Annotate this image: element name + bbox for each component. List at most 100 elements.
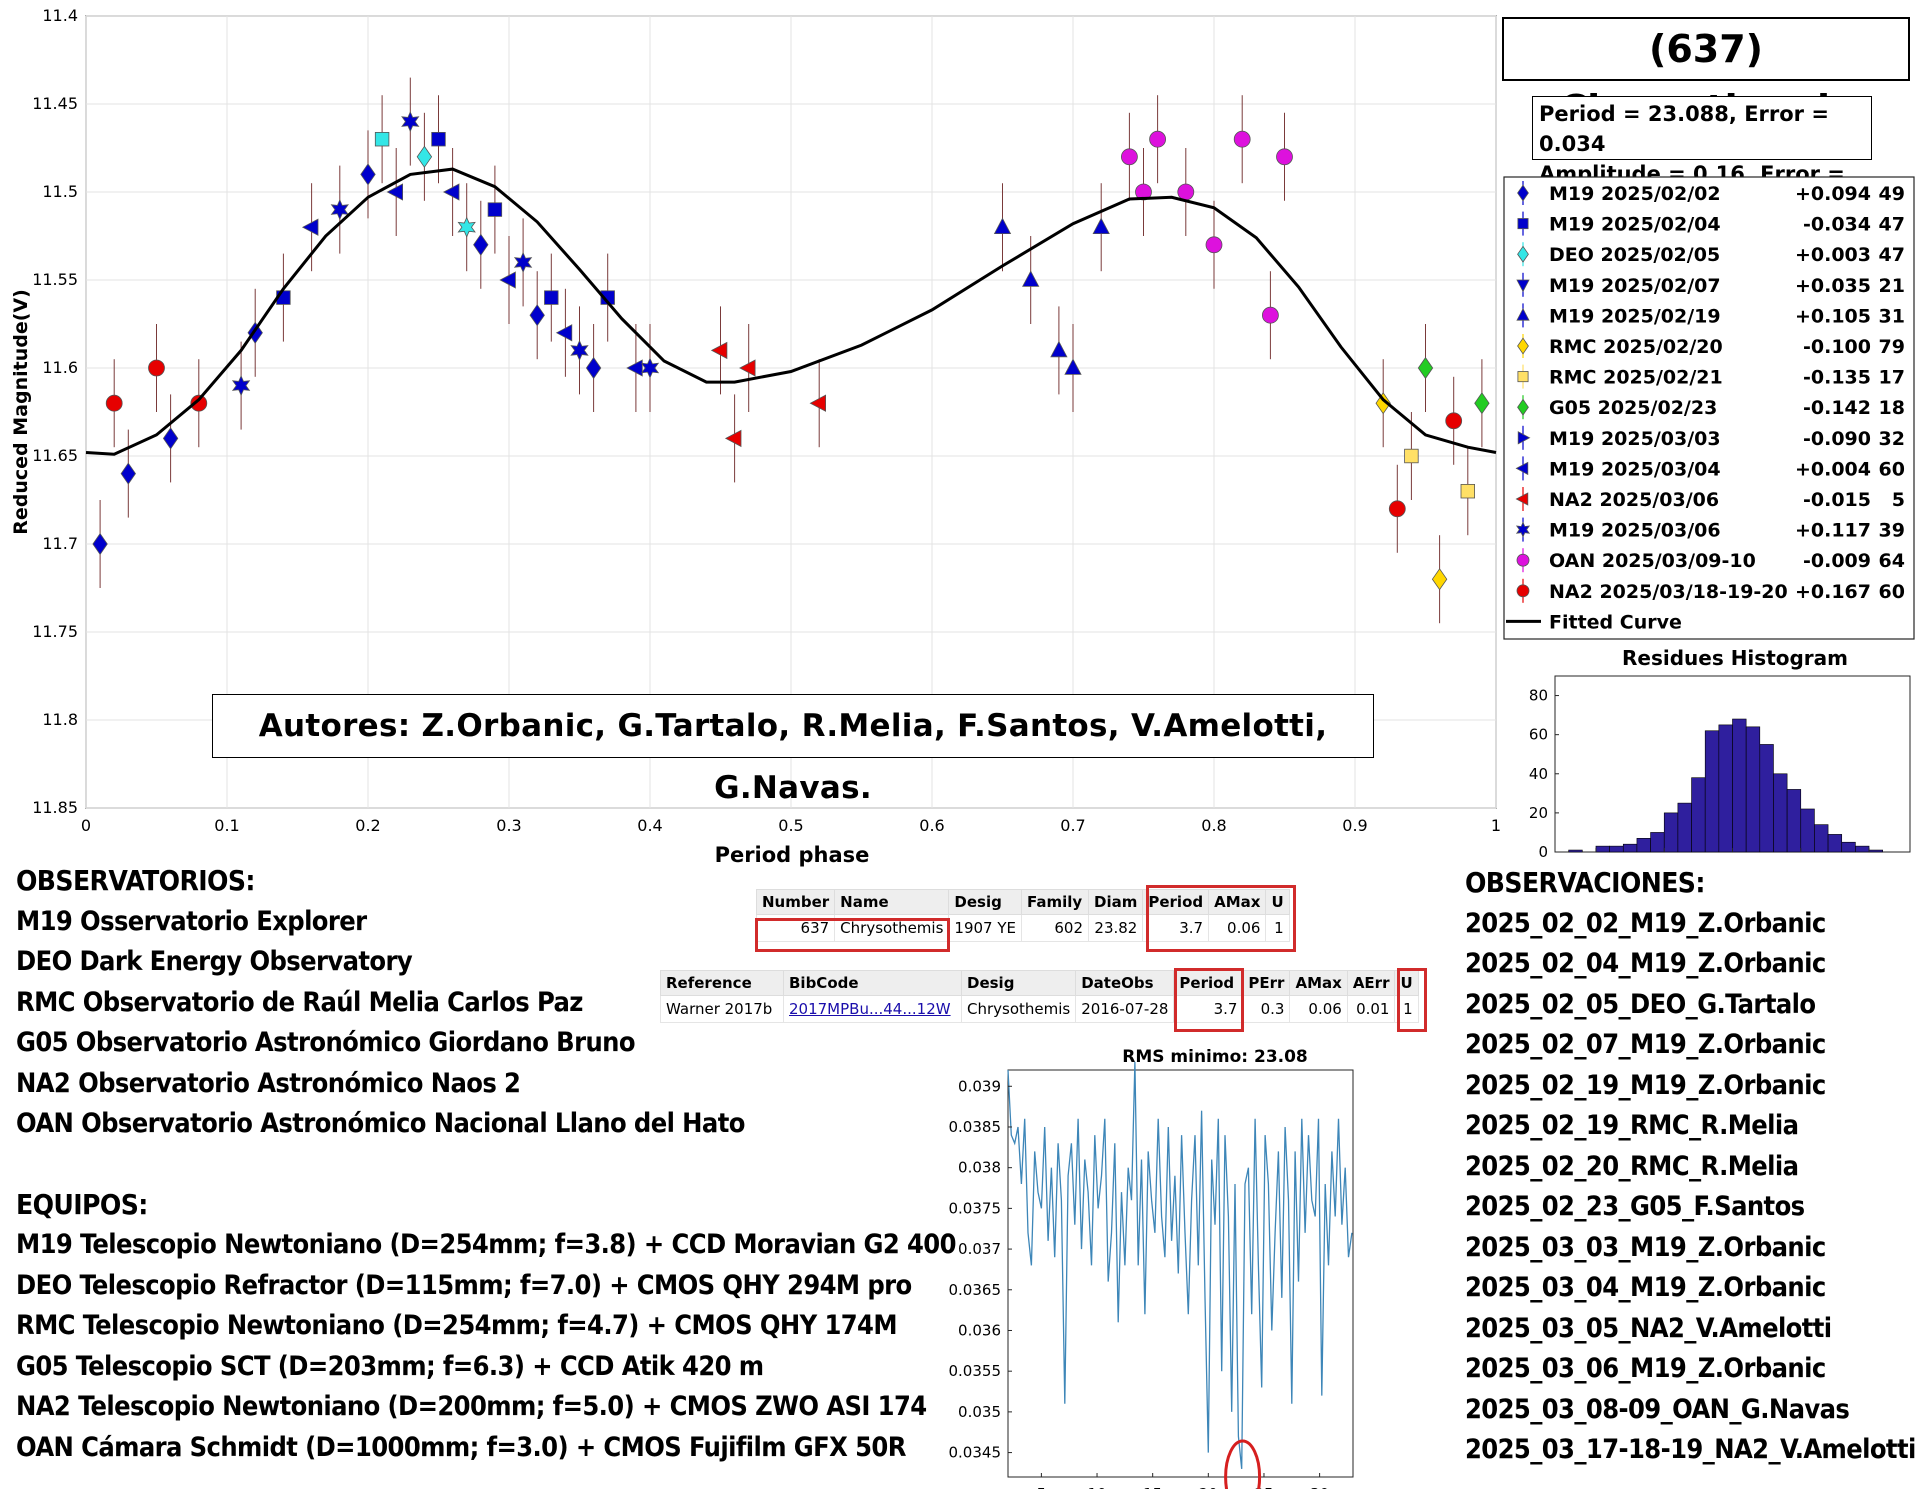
y-tick-label: 11.6	[42, 358, 78, 377]
x-tick-label: 0.1	[214, 816, 239, 835]
legend-count: 21	[1879, 275, 1905, 297]
legend-count: 60	[1879, 581, 1905, 603]
col-desig: Desig	[960, 970, 1077, 996]
x-tick-label: 0.9	[1342, 816, 1367, 835]
highlight-period-2	[1174, 968, 1244, 1032]
data-point	[487, 202, 503, 217]
y-tick-label: 60	[1529, 726, 1548, 744]
legend-marker	[1515, 521, 1531, 538]
x-tick-label: 25	[1254, 1485, 1273, 1489]
col-dateobs: DateObs	[1075, 970, 1175, 996]
legend-offset: +0.167	[1795, 581, 1871, 603]
data-point	[739, 359, 756, 377]
observatorios-heading: OBSERVATORIOS:	[16, 864, 255, 897]
histogram-bar	[1663, 812, 1679, 853]
observation-item: 2025_03_08-09_OAN_G.Navas	[1465, 1393, 1850, 1425]
y-tick-label: 11.8	[42, 710, 78, 729]
y-tick-label: 11.65	[32, 446, 78, 465]
lcdb-details-table: Reference BibCode Desig DateObs Period P…	[660, 970, 1419, 1023]
x-tick-label: -0.05	[1645, 859, 1684, 860]
data-point	[499, 271, 516, 289]
data-point	[231, 375, 251, 397]
observation-item: 2025_03_04_M19_Z.Orbanic	[1465, 1272, 1826, 1303]
data-point	[105, 394, 123, 412]
histogram-bar	[1609, 845, 1624, 853]
data-point	[301, 218, 319, 236]
y-tick-label: 11.5	[42, 182, 78, 201]
x-tick-label: 0.2	[355, 816, 380, 835]
legend-label: M19 2025/02/04	[1549, 214, 1721, 236]
table-row: Warner 2017b 2017MPBu...44...12W Chrysot…	[660, 995, 1419, 1023]
data-point	[190, 394, 208, 412]
observation-item: 2025_02_05_DEO_G.Tartalo	[1465, 988, 1816, 1020]
legend-marker	[1516, 584, 1530, 598]
data-point	[1276, 148, 1293, 166]
legend-offset: +0.105	[1795, 305, 1871, 327]
legend-offset: +0.094	[1795, 183, 1871, 205]
y-tick-label: 0.037	[958, 1240, 1001, 1258]
data-point	[1064, 358, 1082, 375]
legend-label: M19 2025/03/06	[1549, 520, 1721, 542]
legend-count: 5	[1892, 489, 1905, 511]
highlight-period	[1146, 885, 1296, 952]
y-tick-label: 0.0355	[949, 1362, 1002, 1380]
y-tick-label: 11.4	[42, 6, 78, 25]
histogram-bar	[1745, 726, 1761, 853]
legend-marker	[1517, 218, 1529, 230]
lightcurve-chart: 0 0.1 0.2 0.3 0.4 0.5 0.6 0.7 0.8 0.9 1 11.4 11.45 1…	[10, 6, 1501, 867]
observation-item: 2025_02_19_RMC_R.Melia	[1465, 1110, 1799, 1141]
data-point	[724, 429, 742, 448]
cell-reference: Warner 2017b	[660, 995, 784, 1023]
legend-count: 49	[1879, 183, 1905, 205]
period-line: Period = 23.088, Error = 0.034	[1539, 102, 1829, 156]
legend-marker	[1517, 371, 1529, 383]
data-point	[1092, 217, 1110, 235]
legend-offset: +0.003	[1795, 244, 1871, 266]
observation-item: 2025_03_05_NA2_V.Amelotti	[1465, 1312, 1832, 1344]
legend-label: Fitted Curve	[1549, 611, 1682, 633]
x-tick-label: 0.7	[1060, 816, 1085, 835]
equipment-item: OAN Cámara Schmidt (D=1000mm; f=3.0) + C…	[16, 1431, 906, 1463]
x-tick-label: 5	[1037, 1485, 1047, 1489]
observatory-item: OAN Observatorio Astronómico Nacional Ll…	[16, 1108, 745, 1139]
legend-marker	[1515, 461, 1529, 476]
histogram-title: Residues Histogram	[1622, 646, 1848, 670]
data-point	[374, 131, 390, 147]
data-point	[710, 341, 728, 360]
data-point	[544, 290, 559, 305]
data-point	[1177, 183, 1195, 201]
y-tick-label: 0.038	[958, 1159, 1001, 1177]
legend-label: OAN 2025/03/09-10	[1549, 550, 1756, 572]
col-period: Period	[1142, 889, 1210, 915]
legend-offset: -0.100	[1803, 336, 1871, 358]
bibcode-link[interactable]: 2017MPBu...44...12W	[789, 1000, 951, 1018]
periodogram-title: RMS minimo: 23.08	[1122, 1047, 1308, 1067]
data-point	[457, 216, 476, 238]
y-tick-label: 0.0365	[949, 1281, 1002, 1299]
equipment-item: NA2 Telescopio Newtoniano (D=200mm; f=5.…	[16, 1391, 927, 1422]
histogram-bar	[1800, 808, 1815, 853]
rms-line	[1007, 1061, 1353, 1469]
legend-offset: -0.009	[1803, 550, 1871, 572]
observatory-item: RMC Observatorio de Raúl Melia Carlos Pa…	[16, 986, 583, 1018]
histogram-bar	[1622, 843, 1638, 853]
data-point	[416, 145, 433, 168]
y-tick-label: 11.45	[32, 94, 78, 113]
data-point	[148, 359, 165, 377]
equipment-item: G05 Telescopio SCT (D=203mm; f=6.3) + CC…	[16, 1350, 764, 1382]
legend-count: 47	[1879, 244, 1905, 266]
col-amax: AMax	[1208, 889, 1267, 915]
data-point	[431, 131, 446, 147]
cell-desig: Chrysothemis	[960, 995, 1077, 1023]
equipos-heading: EQUIPOS:	[16, 1187, 148, 1221]
data-point	[360, 163, 376, 186]
legend-marker	[1516, 307, 1530, 321]
data-point	[120, 462, 136, 485]
legend-offset: -0.015	[1803, 489, 1871, 511]
histogram-bar	[1718, 724, 1733, 853]
col-perr: PErr	[1242, 970, 1291, 996]
x-tick-label: 0.1	[1857, 859, 1881, 860]
legend-count: 79	[1879, 336, 1905, 358]
observaciones-heading: OBSERVACIONES:	[1465, 866, 1705, 899]
y-tick-label: 40	[1529, 765, 1548, 783]
